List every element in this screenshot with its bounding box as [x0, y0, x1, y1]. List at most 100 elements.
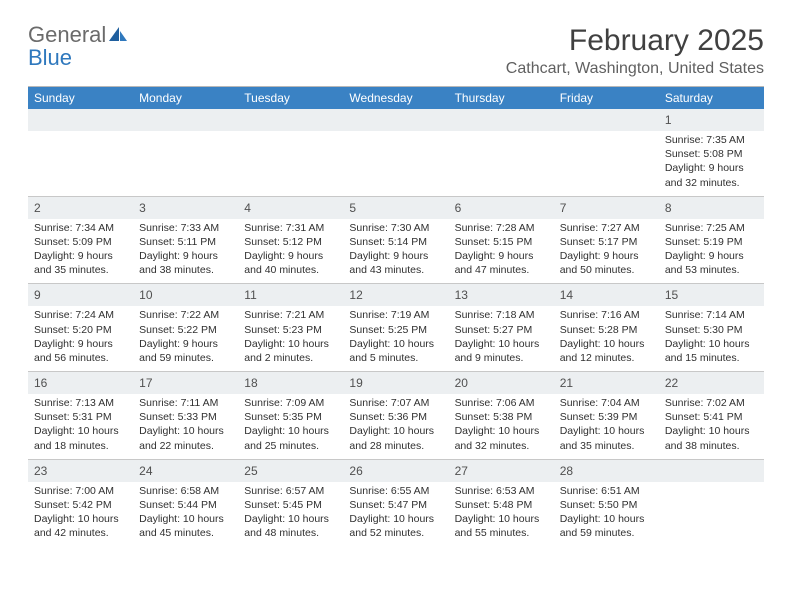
day-number-row: 16	[28, 372, 133, 394]
sunrise-text: Sunrise: 7:16 AM	[560, 308, 653, 322]
sunset-text: Sunset: 5:31 PM	[34, 410, 127, 424]
daylight-text: Daylight: 10 hours and 42 minutes.	[34, 512, 127, 540]
sunset-text: Sunset: 5:48 PM	[455, 498, 548, 512]
day-body: Sunrise: 7:00 AMSunset: 5:42 PMDaylight:…	[28, 482, 133, 541]
sunset-text: Sunset: 5:38 PM	[455, 410, 548, 424]
sunset-text: Sunset: 5:44 PM	[139, 498, 232, 512]
day-number: 5	[349, 201, 356, 215]
day-cell: 6Sunrise: 7:28 AMSunset: 5:15 PMDaylight…	[449, 197, 554, 284]
day-cell	[343, 109, 448, 196]
day-number-row	[28, 109, 133, 131]
sunrise-text: Sunrise: 7:27 AM	[560, 221, 653, 235]
day-body: Sunrise: 7:02 AMSunset: 5:41 PMDaylight:…	[659, 394, 764, 453]
day-number-row: 6	[449, 197, 554, 219]
calendar-page: General Blue February 2025 Cathcart, Was…	[0, 0, 792, 566]
sunset-text: Sunset: 5:41 PM	[665, 410, 758, 424]
dow-cell: Wednesday	[343, 87, 448, 109]
sunset-text: Sunset: 5:27 PM	[455, 323, 548, 337]
dow-cell: Monday	[133, 87, 238, 109]
daylight-text: Daylight: 9 hours and 40 minutes.	[244, 249, 337, 277]
sunrise-text: Sunrise: 7:02 AM	[665, 396, 758, 410]
sunset-text: Sunset: 5:45 PM	[244, 498, 337, 512]
daylight-text: Daylight: 10 hours and 45 minutes.	[139, 512, 232, 540]
daylight-text: Daylight: 10 hours and 55 minutes.	[455, 512, 548, 540]
day-body: Sunrise: 7:27 AMSunset: 5:17 PMDaylight:…	[554, 219, 659, 278]
day-number: 10	[139, 288, 152, 302]
calendar-grid: SundayMondayTuesdayWednesdayThursdayFrid…	[28, 86, 764, 546]
sunset-text: Sunset: 5:30 PM	[665, 323, 758, 337]
sunset-text: Sunset: 5:23 PM	[244, 323, 337, 337]
dow-cell: Sunday	[28, 87, 133, 109]
month-title: February 2025	[506, 24, 764, 58]
day-number-row: 21	[554, 372, 659, 394]
day-cell: 20Sunrise: 7:06 AMSunset: 5:38 PMDayligh…	[449, 372, 554, 459]
day-number: 2	[34, 201, 41, 215]
sunset-text: Sunset: 5:09 PM	[34, 235, 127, 249]
sunset-text: Sunset: 5:36 PM	[349, 410, 442, 424]
day-cell: 1Sunrise: 7:35 AMSunset: 5:08 PMDaylight…	[659, 109, 764, 196]
day-number: 8	[665, 201, 672, 215]
sunset-text: Sunset: 5:22 PM	[139, 323, 232, 337]
sunrise-text: Sunrise: 7:25 AM	[665, 221, 758, 235]
day-number: 28	[560, 464, 573, 478]
day-body: Sunrise: 7:09 AMSunset: 5:35 PMDaylight:…	[238, 394, 343, 453]
sunrise-text: Sunrise: 7:33 AM	[139, 221, 232, 235]
day-cell	[28, 109, 133, 196]
sunrise-text: Sunrise: 7:06 AM	[455, 396, 548, 410]
day-cell: 15Sunrise: 7:14 AMSunset: 5:30 PMDayligh…	[659, 284, 764, 371]
sunset-text: Sunset: 5:15 PM	[455, 235, 548, 249]
week-row: 2Sunrise: 7:34 AMSunset: 5:09 PMDaylight…	[28, 196, 764, 284]
day-number-row: 12	[343, 284, 448, 306]
day-number: 23	[34, 464, 47, 478]
day-cell: 28Sunrise: 6:51 AMSunset: 5:50 PMDayligh…	[554, 460, 659, 547]
daylight-text: Daylight: 10 hours and 9 minutes.	[455, 337, 548, 365]
logo-sail-icon	[108, 26, 128, 47]
sunrise-text: Sunrise: 7:18 AM	[455, 308, 548, 322]
day-number-row	[554, 109, 659, 131]
sunrise-text: Sunrise: 6:58 AM	[139, 484, 232, 498]
day-number: 17	[139, 376, 152, 390]
day-number: 4	[244, 201, 251, 215]
day-body: Sunrise: 7:24 AMSunset: 5:20 PMDaylight:…	[28, 306, 133, 365]
day-number: 6	[455, 201, 462, 215]
sunset-text: Sunset: 5:35 PM	[244, 410, 337, 424]
day-number-row: 22	[659, 372, 764, 394]
day-cell	[133, 109, 238, 196]
day-cell: 14Sunrise: 7:16 AMSunset: 5:28 PMDayligh…	[554, 284, 659, 371]
week-row: 23 Sunrise: 7:00 AMSunset: 5:42 PMDayligh…	[28, 459, 764, 547]
day-body: Sunrise: 7:33 AMSunset: 5:11 PMDaylight:…	[133, 219, 238, 278]
daylight-text: Daylight: 9 hours and 56 minutes.	[34, 337, 127, 365]
sunset-text: Sunset: 5:42 PM	[34, 498, 127, 512]
day-number-row: 8	[659, 197, 764, 219]
day-cell	[238, 109, 343, 196]
day-body: Sunrise: 7:25 AMSunset: 5:19 PMDaylight:…	[659, 219, 764, 278]
day-cell: 5Sunrise: 7:30 AMSunset: 5:14 PMDaylight…	[343, 197, 448, 284]
day-number: 16	[34, 376, 47, 390]
sunset-text: Sunset: 5:47 PM	[349, 498, 442, 512]
daylight-text: Daylight: 10 hours and 52 minutes.	[349, 512, 442, 540]
day-cell: 24Sunrise: 6:58 AMSunset: 5:44 PMDayligh…	[133, 460, 238, 547]
sunrise-text: Sunrise: 7:14 AM	[665, 308, 758, 322]
day-body: Sunrise: 6:55 AMSunset: 5:47 PMDaylight:…	[343, 482, 448, 541]
sunset-text: Sunset: 5:19 PM	[665, 235, 758, 249]
day-cell: 7Sunrise: 7:27 AMSunset: 5:17 PMDaylight…	[554, 197, 659, 284]
day-number-row: 2	[28, 197, 133, 219]
day-number-row: 7	[554, 197, 659, 219]
daylight-text: Daylight: 9 hours and 47 minutes.	[455, 249, 548, 277]
sunrise-text: Sunrise: 7:13 AM	[34, 396, 127, 410]
day-number-row	[133, 109, 238, 131]
daylight-text: Daylight: 10 hours and 48 minutes.	[244, 512, 337, 540]
day-cell: 22Sunrise: 7:02 AMSunset: 5:41 PMDayligh…	[659, 372, 764, 459]
day-number-row: 19	[343, 372, 448, 394]
day-number-row: 4	[238, 197, 343, 219]
sunset-text: Sunset: 5:39 PM	[560, 410, 653, 424]
day-cell: 3 Sunrise: 7:33 AMSunset: 5:11 PMDaylight…	[133, 197, 238, 284]
day-body: Sunrise: 7:22 AMSunset: 5:22 PMDaylight:…	[133, 306, 238, 365]
day-number-row: 26	[343, 460, 448, 482]
daylight-text: Daylight: 10 hours and 2 minutes.	[244, 337, 337, 365]
day-number: 20	[455, 376, 468, 390]
day-number-row: 20	[449, 372, 554, 394]
sunrise-text: Sunrise: 7:11 AM	[139, 396, 232, 410]
day-number: 3	[139, 201, 146, 215]
day-number-row: 1	[659, 109, 764, 131]
